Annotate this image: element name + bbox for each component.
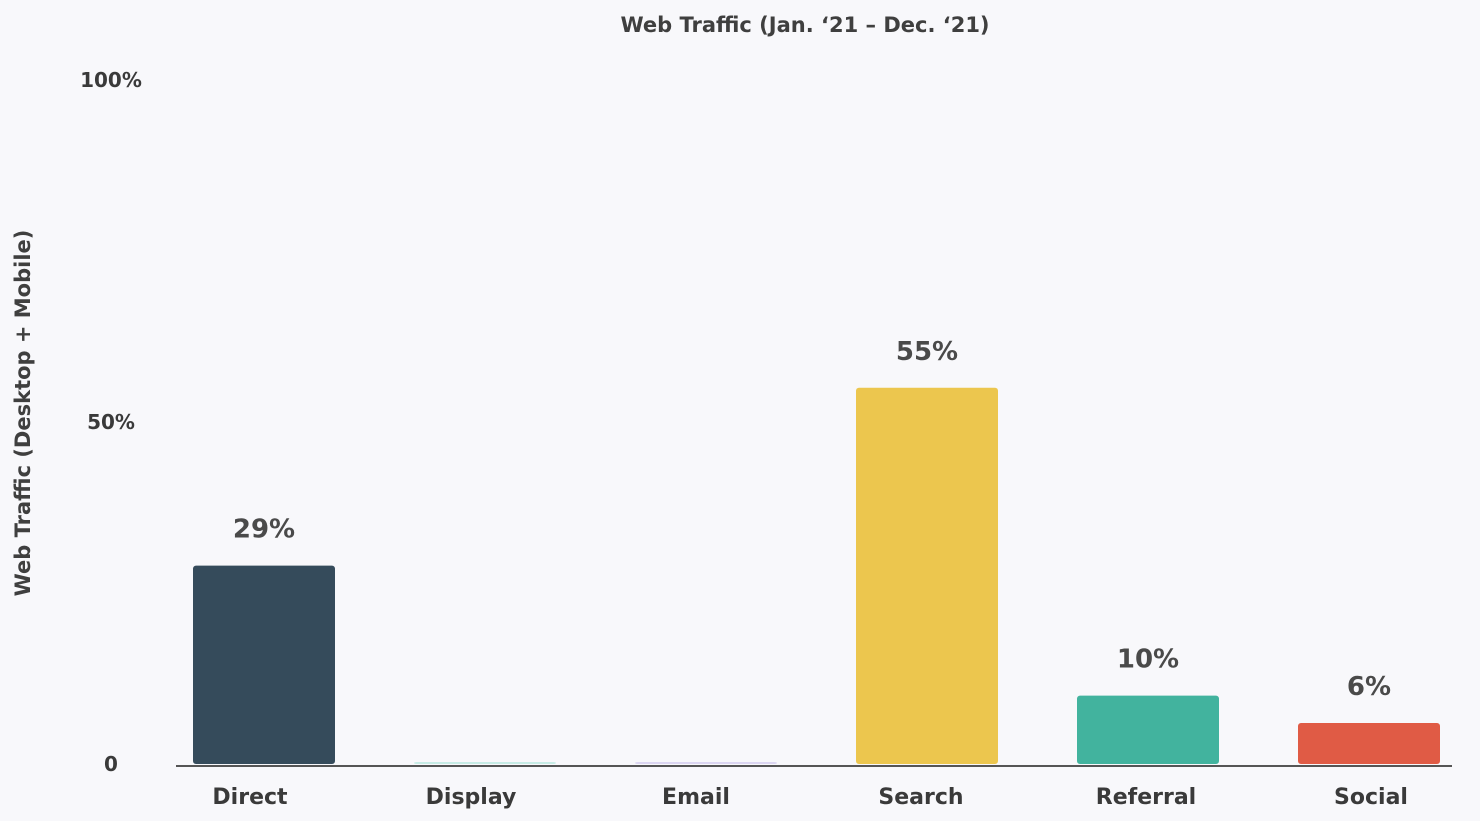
y-axis-label: Web Traffic (Desktop + Mobile)	[11, 230, 35, 597]
data-label-social: 6%	[1347, 672, 1391, 702]
y-tick-label: 50%	[87, 410, 135, 434]
x-tick-label-direct: Direct	[212, 785, 288, 810]
x-tick-label-social: Social	[1334, 785, 1408, 810]
y-tick-label: 100%	[80, 68, 142, 92]
bar-social	[1298, 722, 1440, 764]
x-tick-label-email: Email	[662, 785, 730, 810]
data-label-direct: 29%	[233, 515, 295, 545]
bar-email	[635, 761, 777, 764]
y-tick-label: 0	[104, 752, 118, 776]
data-label-referral: 10%	[1117, 645, 1179, 675]
x-tick-label-display: Display	[426, 785, 517, 810]
x-tick-label-search: Search	[878, 785, 963, 810]
data-label-search: 55%	[896, 337, 958, 367]
bar-search	[856, 387, 998, 764]
x-axis-ticks: Direct Display Email Search Referral Social	[212, 785, 1408, 810]
bar-direct	[193, 565, 335, 764]
bars-group	[193, 387, 1440, 764]
bar-display	[414, 761, 556, 764]
bar-referral	[1077, 695, 1219, 764]
y-axis-ticks: 0 50% 100%	[80, 68, 142, 776]
x-tick-label-referral: Referral	[1096, 785, 1196, 810]
data-labels-group: 29% 55% 10% 6%	[233, 337, 1391, 702]
chart-title: Web Traffic (Jan. ‘21 – Dec. ‘21)	[620, 13, 989, 37]
